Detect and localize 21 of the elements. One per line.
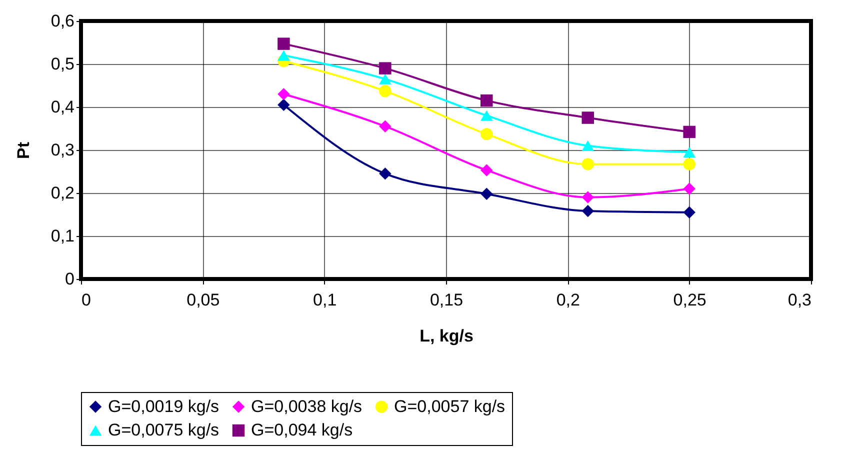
y-tick-label: 0,6 xyxy=(50,12,74,30)
y-tick-label: 0,4 xyxy=(50,98,74,116)
y-tick-label: 0,3 xyxy=(50,140,74,160)
legend-label: G=0,0057 kg/s xyxy=(394,396,506,416)
x-tick-label: 0,1 xyxy=(313,290,337,310)
legend-label: G=0,0038 kg/s xyxy=(251,396,362,416)
x-tick-label: 0,15 xyxy=(430,290,464,310)
legend-label: G=0,0019 kg/s xyxy=(108,396,220,416)
x-axis-title: L, kg/s xyxy=(420,326,474,346)
y-tick-label: 0 xyxy=(65,270,74,288)
x-tick-label: 0 xyxy=(82,290,91,310)
x-tick-label: 0,2 xyxy=(556,290,580,310)
y-axis-title: Pt xyxy=(14,142,33,159)
x-tick-label: 0,3 xyxy=(788,290,812,310)
y-tick-label: 0,2 xyxy=(50,184,74,202)
legend-label: G=0,0075 kg/s xyxy=(108,420,220,440)
legend-label: G=0,094 kg/s xyxy=(251,420,353,440)
x-tick-label: 0,05 xyxy=(186,290,220,310)
y-tick-label: 0,1 xyxy=(50,226,74,246)
y-tick-label: 0,5 xyxy=(50,54,74,74)
x-tick-label: 0,25 xyxy=(673,290,706,310)
